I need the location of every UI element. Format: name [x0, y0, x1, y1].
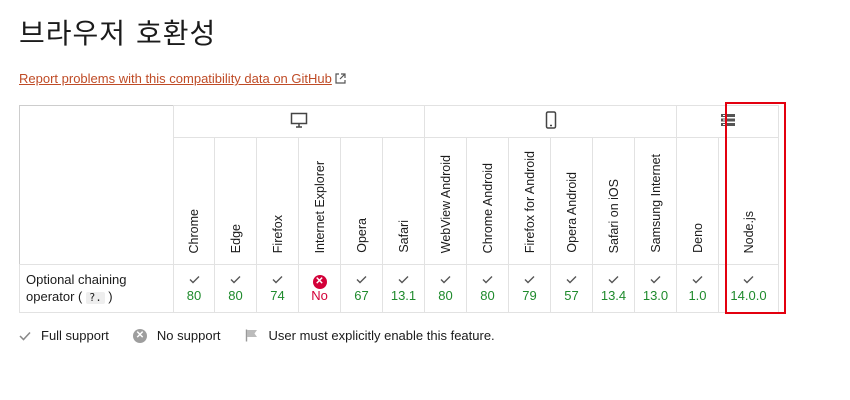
browser-header-internet-explorer: Internet Explorer	[298, 137, 341, 265]
platform-mobile	[424, 105, 677, 138]
support-version: 80	[228, 287, 243, 303]
browser-header-webview-android: WebView Android	[424, 137, 467, 265]
browser-header-samsung-internet: Samsung Internet	[634, 137, 677, 265]
table-corner	[19, 105, 174, 265]
report-link-label: Report problems with this compatibility …	[19, 71, 332, 86]
browser-name: Edge	[228, 223, 243, 253]
browser-name: Safari on iOS	[606, 178, 621, 253]
support-cell-chrome[interactable]: 80	[173, 264, 215, 313]
browser-header-chrome: Chrome	[173, 137, 215, 265]
mobile-icon	[545, 111, 556, 129]
support-cell-firefox[interactable]: 74	[256, 264, 299, 313]
no-support-icon: ✕	[299, 273, 340, 289]
support-cell-edge[interactable]: 80	[214, 264, 257, 313]
support-version: 13.4	[600, 287, 627, 303]
browser-header-chrome-android: Chrome Android	[466, 137, 509, 265]
feature-name[interactable]: Optional chaining operator ( ?. )	[19, 264, 174, 313]
browser-name: Chrome Android	[480, 162, 495, 253]
browser-name: Opera Android	[564, 172, 579, 253]
browser-header-opera: Opera	[340, 137, 383, 265]
check-icon	[719, 273, 778, 287]
support-version: 80	[186, 287, 202, 303]
check-icon	[341, 273, 382, 287]
flag-icon	[245, 329, 259, 342]
support-cell-deno[interactable]: 1.0	[676, 264, 719, 313]
support-version: 67	[354, 287, 369, 303]
support-cell-safari[interactable]: 13.1	[382, 264, 425, 313]
browser-name: Samsung Internet	[648, 154, 663, 253]
platform-desktop	[173, 105, 425, 138]
support-cell-firefox-for-android[interactable]: 79	[508, 264, 551, 313]
feature-code: ?.	[86, 291, 105, 304]
browser-name: Firefox for Android	[522, 150, 537, 253]
platform-row	[19, 105, 779, 265]
support-version: 13.0	[642, 287, 669, 303]
support-cell-node-js[interactable]: 14.0.0	[718, 264, 779, 313]
browser-header-safari-on-ios: Safari on iOS	[592, 137, 635, 265]
desktop-icon	[290, 112, 308, 128]
check-icon	[425, 273, 466, 287]
legend-full-support: Full support	[19, 328, 109, 343]
support-cell-internet-explorer[interactable]: ✕ No	[298, 264, 341, 313]
support-version: 79	[522, 287, 537, 303]
check-icon	[467, 273, 508, 287]
browser-name: Deno	[690, 223, 705, 253]
compat-table: Chrome Edge Firefox Internet Explorer Opera S…	[19, 105, 779, 313]
feature-label-suffix: )	[108, 288, 113, 304]
browser-header-firefox-for-android: Firefox for Android	[508, 137, 551, 265]
browser-header-safari: Safari	[382, 137, 425, 265]
support-cell-opera-android[interactable]: 57	[550, 264, 593, 313]
legend-flag-label: User must explicitly enable this feature…	[268, 328, 495, 343]
support-version: No	[311, 287, 328, 303]
support-version: 57	[564, 287, 579, 303]
support-version: 1.0	[688, 287, 707, 303]
legend: Full support ✕ No support User must expl…	[19, 328, 519, 343]
feature-row: Optional chaining operator ( ?. ) 80 80 74…	[19, 264, 779, 313]
legend-no-support-label: No support	[156, 328, 221, 343]
legend-full-support-label: Full support	[41, 328, 109, 343]
page-title: 브라우저 호환성	[19, 17, 217, 50]
check-icon	[19, 331, 31, 341]
report-problems-link[interactable]: Report problems with this compatibility …	[19, 71, 346, 86]
no-support-icon: ✕	[132, 328, 147, 343]
feature-label-prefix: Optional chaining operator (	[26, 271, 127, 304]
legend-flag: User must explicitly enable this feature…	[245, 328, 495, 343]
check-icon	[551, 273, 592, 287]
browser-name: Opera	[354, 218, 369, 253]
browser-row: Chrome Edge Firefox Internet Explorer Opera S…	[20, 137, 779, 265]
platform-server	[676, 105, 779, 138]
browser-name: Safari	[396, 220, 411, 253]
check-icon	[593, 273, 634, 287]
browser-header-edge: Edge	[214, 137, 257, 265]
external-link-icon	[335, 73, 346, 84]
check-icon	[677, 273, 718, 287]
support-cell-safari-on-ios[interactable]: 13.4	[592, 264, 635, 313]
browser-name: Chrome	[187, 208, 201, 253]
browser-header-deno: Deno	[676, 137, 719, 265]
browser-header-opera-android: Opera Android	[550, 137, 593, 265]
check-icon	[509, 273, 550, 287]
check-icon	[215, 273, 256, 287]
support-version: 74	[270, 287, 285, 303]
check-icon	[257, 273, 298, 287]
support-cell-webview-android[interactable]: 80	[424, 264, 467, 313]
check-icon	[383, 273, 424, 287]
support-cell-opera[interactable]: 67	[340, 264, 383, 313]
check-icon	[174, 273, 214, 287]
browser-header-firefox: Firefox	[256, 137, 299, 265]
browser-name: WebView Android	[438, 154, 453, 253]
support-cell-samsung-internet[interactable]: 13.0	[634, 264, 677, 313]
browser-name: Node.js	[741, 210, 756, 253]
check-icon	[635, 273, 676, 287]
server-icon	[720, 114, 735, 126]
support-version: 13.1	[390, 287, 417, 303]
browser-header-node-js: Node.js	[718, 137, 779, 265]
support-version: 14.0.0	[730, 287, 767, 303]
support-cell-chrome-android[interactable]: 80	[466, 264, 509, 313]
support-version: 80	[480, 287, 495, 303]
browser-name: Firefox	[270, 214, 285, 253]
legend-no-support: ✕ No support	[132, 328, 221, 343]
browser-name: Internet Explorer	[312, 160, 327, 253]
support-version: 80	[438, 287, 453, 303]
